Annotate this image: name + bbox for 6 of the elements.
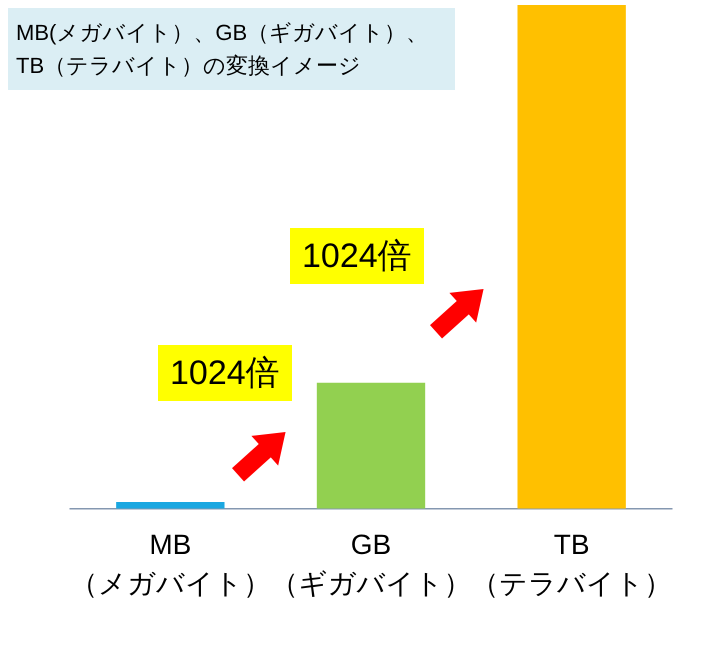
- x-tick-label: GB （ギガバイト）: [270, 528, 472, 600]
- annotation: 1024倍: [290, 228, 424, 284]
- text: MB(メガバイト）、GB（ギガバイト）、 TB（テラバイト）の変換イメージ: [8, 8, 455, 90]
- annotation: 1024倍: [158, 345, 292, 402]
- x-tick-label: MB （メガバイト）: [70, 528, 271, 600]
- x-tick-label: TB （テラバイト）: [471, 528, 672, 600]
